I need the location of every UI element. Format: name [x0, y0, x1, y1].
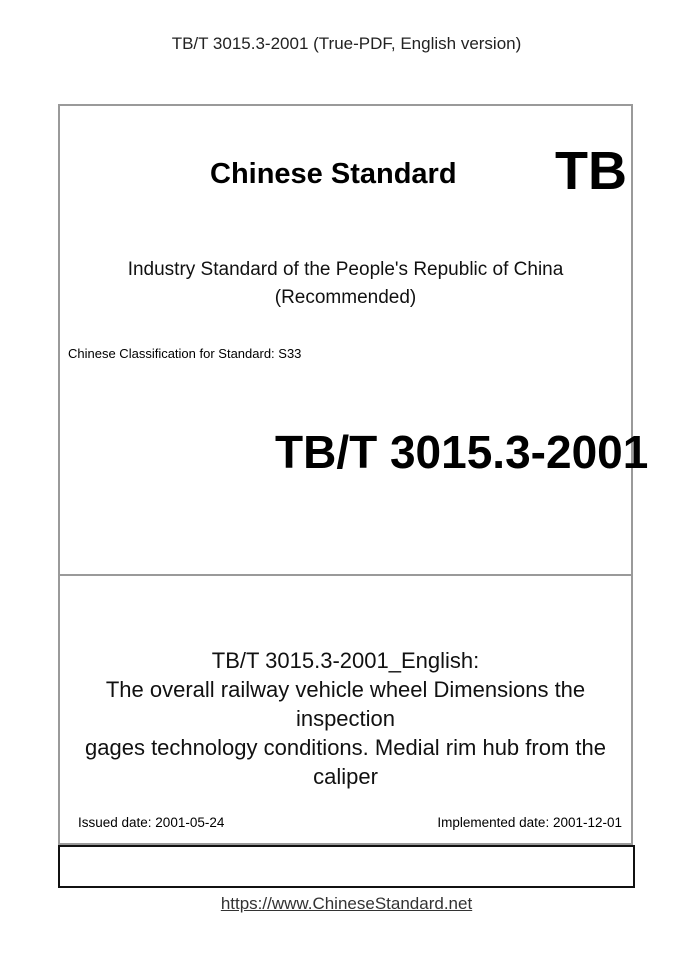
- title-line: The overall railway vehicle wheel Dimens…: [105, 677, 586, 731]
- industry-line: Industry Standard of the People's Republ…: [127, 259, 564, 280]
- standard-number: TB/T 3015.3-2001: [275, 426, 649, 478]
- cover-frame: [58, 104, 633, 845]
- standard-title: TB/T 3015.3-2001_English: The overall ra…: [58, 646, 633, 791]
- website-link[interactable]: https://www.ChineseStandard.net: [220, 894, 473, 913]
- cover-bottom-box: [58, 845, 635, 888]
- classification: Chinese Classification for Standard: S33: [68, 346, 302, 361]
- recommended-label: (Recommended): [274, 287, 417, 308]
- issued-date: Issued date: 2001-05-24: [78, 815, 225, 830]
- title-line: gages technology conditions. Medial rim …: [85, 735, 606, 789]
- page-header: TB/T 3015.3-2001 (True-PDF, English vers…: [171, 34, 522, 53]
- brand-code: TB: [555, 141, 627, 201]
- brand-title: Chinese Standard: [210, 158, 457, 190]
- title-line: TB/T 3015.3-2001_English:: [211, 648, 480, 673]
- implemented-date: Implemented date: 2001-12-01: [437, 815, 622, 830]
- cover-divider: [58, 574, 633, 576]
